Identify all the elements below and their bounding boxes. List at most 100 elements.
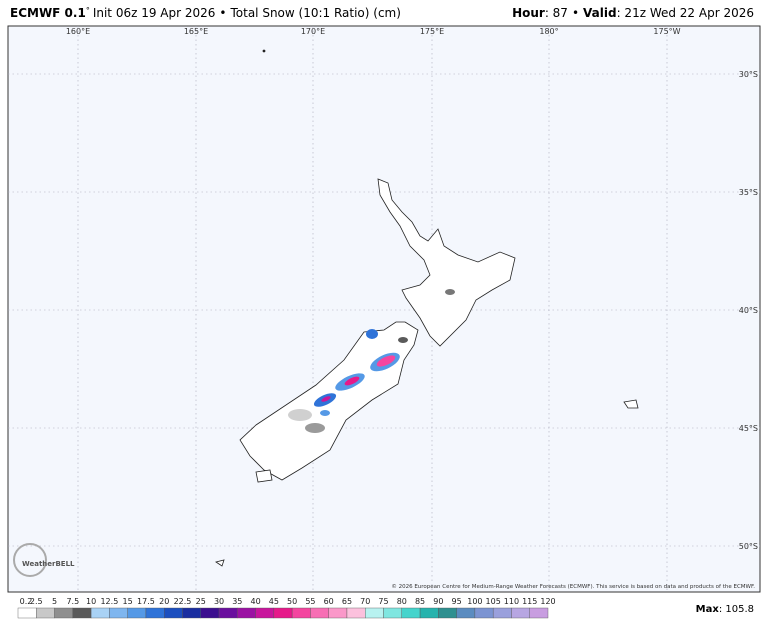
- auckland-islands: [215, 559, 225, 567]
- colorbar-label: 110: [504, 597, 519, 606]
- logo-text: WeatherBELL: [22, 560, 75, 568]
- colorbar-swatch: [291, 607, 311, 619]
- header-right: Hour: 87 • Valid: 21z Wed 22 Apr 2026: [512, 6, 754, 20]
- colorbar-label: 22.5: [174, 597, 192, 606]
- colorbar-label: 85: [415, 597, 425, 606]
- stewart-island: [255, 469, 273, 483]
- colorbar-swatch: [164, 607, 183, 619]
- snow-patch: [445, 289, 455, 295]
- graticule: 160°E 165°E 170°E 175°E 180° 175°W 30°S 35°S 40°…: [8, 26, 760, 592]
- colorbar-label: 50: [287, 597, 297, 606]
- colorbar-label: 15: [123, 597, 133, 606]
- colorbar-label: 35: [232, 597, 242, 606]
- colorbar-swatch: [383, 607, 402, 619]
- colorbar-label: 0.2: [20, 597, 33, 606]
- colorbar-label: 2.5: [30, 597, 43, 606]
- lat-label: 50°S: [739, 542, 758, 551]
- separator: •: [219, 6, 226, 20]
- snow-patch: [376, 355, 396, 367]
- colorbar-swatch: [36, 607, 55, 619]
- colorbar-swatch: [72, 607, 92, 619]
- model: ECMWF 0.1: [10, 6, 86, 20]
- copyright: © 2026 European Centre for Medium-Range …: [391, 583, 755, 590]
- colorbar-label: 65: [342, 597, 352, 606]
- colorbar-label: 60: [324, 597, 334, 606]
- colorbar-swatch: [474, 607, 494, 619]
- snow-patch: [288, 409, 312, 421]
- colorbar-swatch: [365, 607, 384, 619]
- colorbar-label: 12.5: [100, 597, 118, 606]
- chatham-islands: [623, 399, 639, 409]
- colorbar-label: 10: [86, 597, 96, 606]
- lon-label: 170°E: [301, 27, 325, 36]
- colorbar-swatch: [90, 607, 110, 619]
- island-dot: [262, 49, 266, 53]
- colorbar-label: 80: [397, 597, 407, 606]
- colorbar-swatch: [401, 607, 421, 619]
- lat-label: 45°S: [739, 424, 758, 433]
- max-value: : 105.8: [719, 604, 754, 615]
- snow-field: [288, 289, 455, 433]
- colorbar-swatch: [17, 607, 37, 619]
- colorbar-label: 25: [196, 597, 206, 606]
- colorbar-swatch: [200, 607, 220, 619]
- colorbar-swatch: [218, 607, 238, 619]
- colorbar-swatch: [237, 607, 256, 619]
- colorbar-swatch: [310, 607, 329, 619]
- colorbar-swatch: [255, 607, 275, 619]
- colorbar-swatch: [109, 607, 128, 619]
- logo: WeatherBELL: [13, 543, 75, 577]
- header-left: ECMWF 0.1° Init 06z 19 Apr 2026 • Total Sno…: [10, 6, 401, 20]
- colorbar-label: 90: [433, 597, 443, 606]
- snow-patch: [366, 329, 378, 339]
- colorbar-label: 105: [486, 597, 501, 606]
- max-label: Max: [696, 604, 720, 615]
- snow-patch: [320, 410, 330, 416]
- max: Max: 105.8: [696, 604, 754, 615]
- lon-label: 180°: [539, 27, 558, 36]
- colorbar-swatch: [529, 607, 549, 619]
- colorbar-label: 30: [214, 597, 224, 606]
- snow-patch: [321, 396, 331, 402]
- hour-label: Hour: [512, 6, 545, 20]
- colorbar-label: 55: [305, 597, 315, 606]
- lon-label: 165°E: [184, 27, 208, 36]
- colorbar-swatch: [273, 607, 293, 619]
- lat-label: 40°S: [739, 306, 758, 315]
- lon-label: 175°E: [420, 27, 444, 36]
- colorbar-label: 5: [52, 597, 57, 606]
- colorbar-swatch: [456, 607, 476, 619]
- snow-patch: [344, 376, 360, 386]
- colorbar: 0.22.5 5 7.5 10 12.5 15 17.5 20 22.5 25 30 35 40 45 50…: [17, 597, 556, 619]
- colorbar-swatch: [54, 607, 74, 619]
- logo-swirl: [13, 543, 47, 577]
- colorbar-label: 20: [159, 597, 169, 606]
- colorbar-swatch: [438, 607, 457, 619]
- colorbar-swatch: [419, 607, 439, 619]
- colorbar-label: 115: [522, 597, 537, 606]
- colorbar-swatch: [328, 607, 348, 619]
- north-island: [377, 178, 516, 347]
- colorbar-label: 75: [378, 597, 388, 606]
- map-frame: [7, 25, 761, 593]
- separator: •: [572, 6, 579, 20]
- snow-patch: [305, 423, 325, 433]
- colorbar-swatch: [182, 607, 201, 619]
- lat-label: 35°S: [739, 188, 758, 197]
- hour: : 87: [545, 6, 568, 20]
- colorbar-label: 100: [467, 597, 482, 606]
- colorbar-label: 120: [540, 597, 555, 606]
- colorbar-label: 17.5: [137, 597, 155, 606]
- colorbar-label: 95: [452, 597, 462, 606]
- snow-patch: [398, 337, 408, 343]
- lon-label: 160°E: [66, 27, 90, 36]
- colorbar-label: 40: [250, 597, 260, 606]
- valid: : 21z Wed 22 Apr 2026: [617, 6, 754, 20]
- colorbar-swatch: [511, 607, 530, 619]
- product: Total Snow (10:1 Ratio) (cm): [229, 6, 400, 20]
- valid-label: Valid: [583, 6, 617, 20]
- colorbar-swatch: [127, 607, 147, 619]
- colorbar-swatch: [492, 607, 512, 619]
- init: Init 06z 19 Apr 2026: [93, 6, 216, 20]
